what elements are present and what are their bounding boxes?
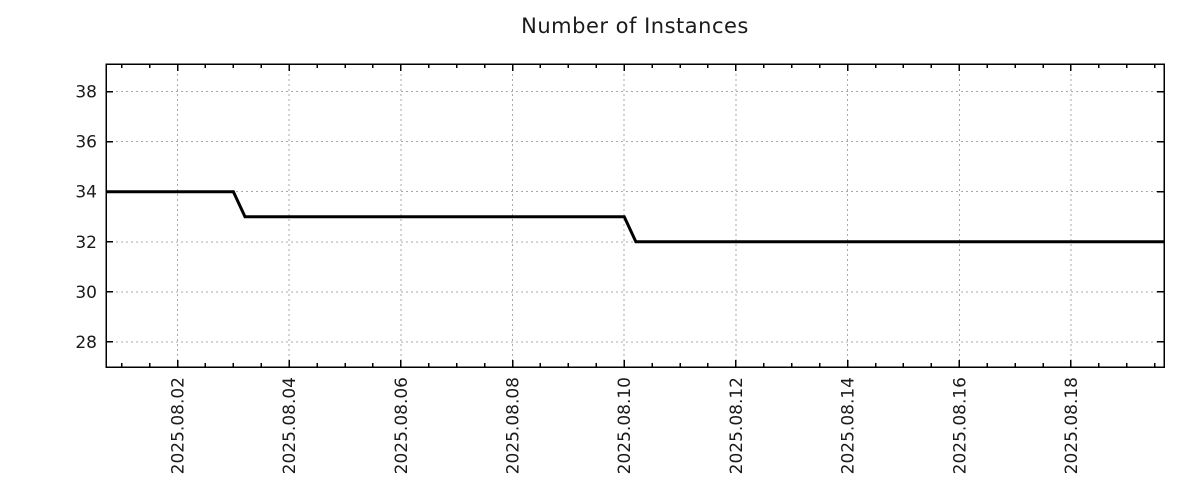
x-tick-label: 2025.08.18 [1062,377,1082,474]
y-tick-label: 36 [75,133,97,153]
x-tick-label: 2025.08.10 [615,377,635,474]
y-tick-label: 32 [75,233,97,253]
y-tick-label: 30 [75,283,97,303]
series-line [106,190,1164,244]
plot-border [105,63,1165,368]
x-tick-label: 2025.08.12 [727,377,747,474]
x-tick-label: 2025.08.14 [839,377,859,474]
x-tick-label: 2025.08.16 [950,377,970,474]
x-tick-label: 2025.08.02 [169,377,189,474]
y-tick-label: 28 [75,333,97,353]
x-tick-label: 2025.08.06 [392,377,412,474]
x-tick-label: 2025.08.04 [280,377,300,474]
y-tick-label: 34 [75,183,97,203]
y-tick-label: 38 [75,83,97,103]
chart-title: Number of Instances [521,14,749,38]
x-tick-label: 2025.08.08 [504,377,524,474]
